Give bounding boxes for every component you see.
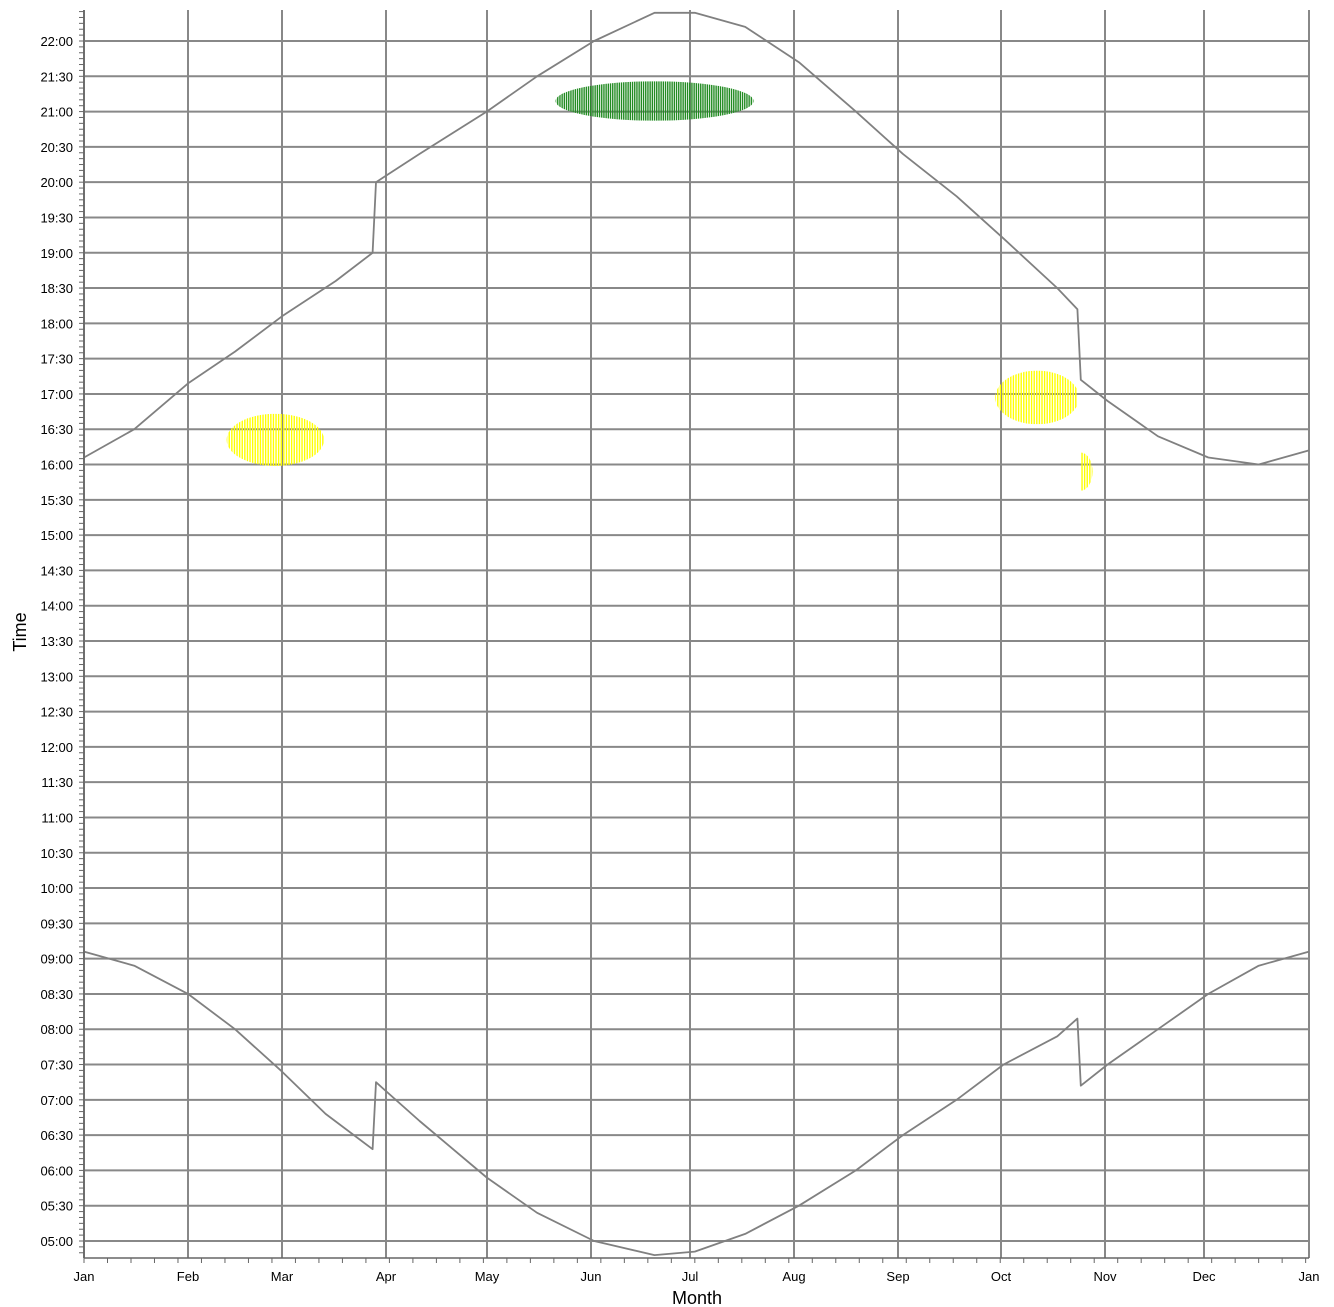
x-tick-label: Feb (177, 1269, 199, 1284)
y-tick-label: 22:00 (40, 34, 73, 49)
x-tick-label: Oct (991, 1269, 1012, 1284)
y-tick-label: 05:00 (40, 1234, 73, 1249)
y-tick-label: 06:30 (40, 1128, 73, 1143)
y-tick-label: 10:00 (40, 881, 73, 896)
sunrise-line (83, 950, 1310, 1256)
y-tick-label: 16:30 (40, 422, 73, 437)
y-tick-label: 14:00 (40, 599, 73, 614)
highlight-region (226, 413, 324, 466)
y-tick-label: 07:30 (40, 1058, 73, 1073)
y-tick-label: 20:30 (40, 140, 73, 155)
y-tick-label: 06:00 (40, 1163, 73, 1178)
x-tick-label: Jan (1299, 1269, 1320, 1284)
x-tick-label: Sep (886, 1269, 909, 1284)
x-tick-label: Jan (74, 1269, 95, 1284)
y-tick-label: 21:30 (40, 69, 73, 84)
y-tick-label: 07:00 (40, 1093, 73, 1108)
x-tick-label: Aug (782, 1269, 805, 1284)
y-tick-label: 08:30 (40, 987, 73, 1002)
x-tick-label: Apr (376, 1269, 397, 1284)
y-tick-label: 12:30 (40, 705, 73, 720)
y-tick-label: 19:30 (40, 210, 73, 225)
y-tick-label: 05:30 (40, 1199, 73, 1214)
x-tick-label: Jun (581, 1269, 602, 1284)
grid (83, 10, 1310, 1258)
x-tick-label: Dec (1192, 1269, 1216, 1284)
y-tick-label: 15:00 (40, 528, 73, 543)
y-tick-label: 11:30 (41, 775, 73, 790)
highlight-region (555, 81, 754, 121)
y-tick-label: 12:00 (40, 740, 73, 755)
x-tick-label: May (475, 1269, 500, 1284)
y-tick-label: 11:00 (41, 810, 73, 825)
y-tick-label: 13:30 (40, 634, 73, 649)
x-tick-label: Mar (271, 1269, 294, 1284)
y-tick-label: 18:00 (40, 316, 73, 331)
series-lines (83, 11, 1310, 1256)
y-tick-label: 20:00 (40, 175, 73, 190)
highlight-region (995, 370, 1077, 425)
x-axis-title: Month (672, 1288, 722, 1307)
y-axis-title: Time (10, 612, 30, 651)
y-tick-label: 18:30 (40, 281, 73, 296)
tick-labels: Jan Feb Mar Apr May Jun Jul Aug Sep Oct Nov Dec Jan 0… (40, 34, 1319, 1284)
y-tick-label: 08:00 (40, 1022, 73, 1037)
y-tick-label: 15:30 (40, 493, 73, 508)
y-tick-label: 17:30 (40, 352, 73, 367)
x-tick-label: Nov (1093, 1269, 1117, 1284)
x-tick-label: Jul (682, 1269, 699, 1284)
y-tick-label: 19:00 (40, 246, 73, 261)
y-tick-label: 13:00 (40, 669, 73, 684)
y-tick-label: 16:00 (40, 458, 73, 473)
y-tick-label: 10:30 (40, 846, 73, 861)
y-tick-label: 17:00 (40, 387, 73, 402)
sunset-line (83, 11, 1310, 466)
y-tick-label: 09:30 (40, 916, 73, 931)
highlight-region (1081, 452, 1093, 491)
y-tick-label: 09:00 (40, 952, 73, 967)
axes (79, 10, 1309, 1263)
y-tick-label: 21:00 (40, 105, 73, 120)
y-tick-label: 14:30 (40, 563, 73, 578)
